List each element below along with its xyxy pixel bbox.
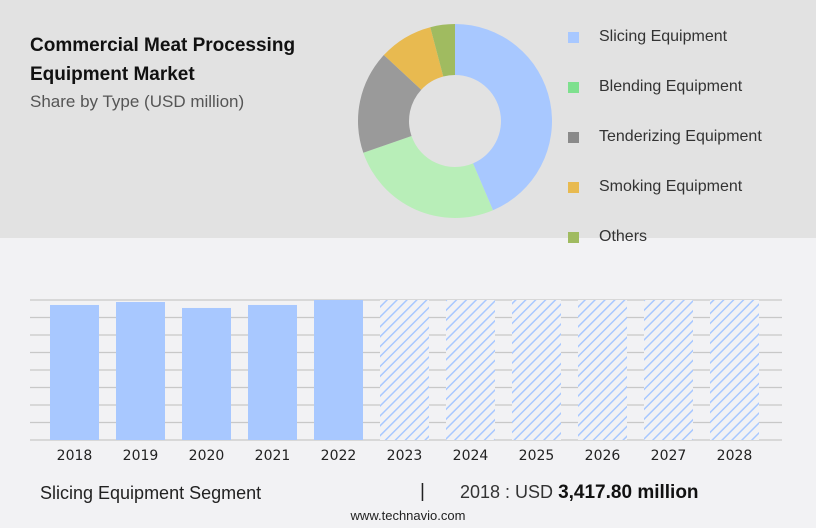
- bar-2027: [644, 300, 693, 440]
- x-tick-label: 2020: [189, 448, 225, 464]
- donut-chart: [358, 24, 552, 218]
- bar-2024: [446, 300, 495, 440]
- legend-label: Blending Equipment: [599, 78, 743, 95]
- legend: Slicing Equipment Blending Equipment Tende…: [568, 12, 762, 262]
- legend-item: Slicing Equipment: [568, 12, 762, 62]
- legend-label: Slicing Equipment: [599, 28, 728, 45]
- legend-label: Tenderizing Equipment: [599, 128, 762, 145]
- x-tick-label: 2026: [585, 448, 621, 464]
- legend-swatch: [568, 31, 579, 43]
- footer-separator: |: [420, 481, 425, 502]
- x-tick-label: 2018: [57, 448, 93, 464]
- bar-2025: [512, 300, 561, 440]
- footer-segment: Slicing Equipment Segment: [40, 483, 262, 503]
- bar-2028: [710, 300, 759, 440]
- legend-swatch: [568, 131, 579, 143]
- legend-item: Blending Equipment: [568, 62, 762, 112]
- x-tick-label: 2019: [123, 448, 159, 464]
- x-tick-label: 2028: [717, 448, 753, 464]
- legend-label: Smoking Equipment: [599, 178, 743, 195]
- bar-2021: [248, 304, 297, 440]
- legend-item: Smoking Equipment: [568, 162, 762, 212]
- chart-title: Commercial Meat Processing Equipment Mar…: [30, 35, 296, 85]
- x-tick-label: 2021: [255, 448, 291, 464]
- chart-subtitle: Share by Type (USD million): [30, 92, 245, 111]
- x-tick-label: 2023: [387, 448, 423, 464]
- donut-slice-2: [358, 55, 422, 153]
- legend-swatch: [568, 81, 579, 93]
- x-tick-label: 2027: [651, 448, 687, 464]
- donut-slice-4: [430, 24, 455, 77]
- bar-chart: 2018 2019 2020 2021 2022 2023 2024 2025 2026 2027…: [30, 299, 782, 464]
- x-tick-label: 2025: [519, 448, 555, 464]
- bar-2023: [380, 300, 429, 440]
- donut-slice-0: [455, 24, 552, 211]
- x-tick-label: 2024: [453, 448, 489, 464]
- footer-value: 2018 : USD 3,417.80 million: [460, 482, 699, 504]
- donut-slice-1: [363, 136, 493, 218]
- x-tick-label: 2022: [321, 448, 357, 464]
- bar-2019: [116, 302, 165, 440]
- bar-2026: [578, 300, 627, 440]
- legend-swatch: [568, 231, 579, 243]
- donut-slice-3: [383, 27, 444, 90]
- footer-year: 2018 : USD: [460, 482, 554, 502]
- website-link[interactable]: www.technavio.com: [350, 508, 466, 523]
- footer-amount: 3,417.80 million: [558, 482, 699, 503]
- bar-2020: [182, 307, 231, 440]
- legend-item: Tenderizing Equipment: [568, 112, 762, 162]
- legend-label: Others: [599, 228, 648, 245]
- legend-item: Others: [568, 212, 762, 262]
- bar-2022: [314, 300, 363, 440]
- bar-2018: [50, 304, 99, 440]
- legend-swatch: [568, 181, 579, 193]
